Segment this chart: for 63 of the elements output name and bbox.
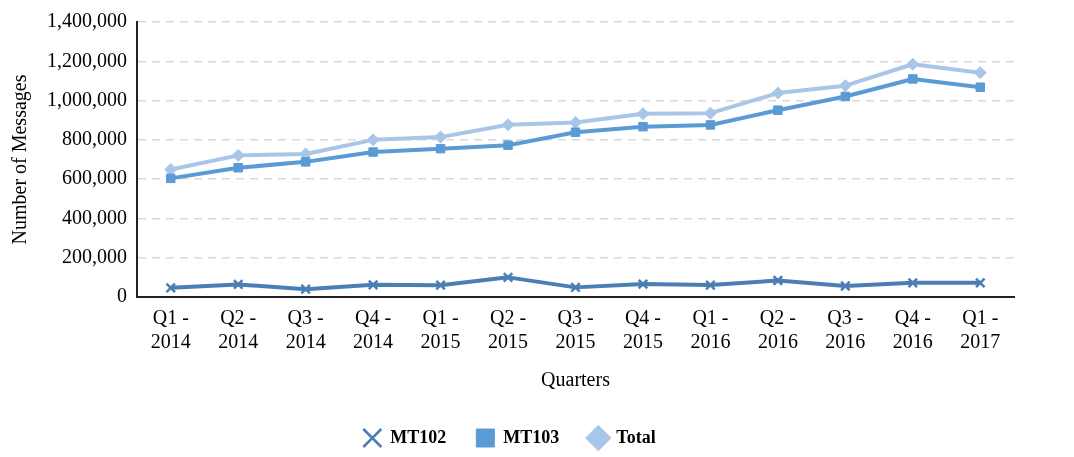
y-axis-title: Number of Messages — [8, 74, 32, 245]
x-tick-label: Q1 - 2015 — [420, 306, 461, 353]
y-tick-label: 0 — [117, 284, 127, 307]
point — [773, 105, 783, 115]
x-tick-label: Q3 - 2015 — [555, 306, 596, 353]
point — [907, 277, 919, 289]
legend-label: Total — [616, 426, 656, 447]
point — [705, 120, 716, 130]
point — [300, 157, 311, 167]
x-tick-label: Q1 - 2014 — [150, 306, 191, 353]
x-tick-label: Q1 - 2017 — [960, 306, 1001, 353]
point — [569, 116, 582, 130]
point — [503, 140, 513, 150]
point — [908, 74, 918, 84]
point — [975, 82, 986, 92]
point — [703, 106, 717, 120]
point — [636, 107, 650, 121]
x-tick-label: Q2 - 2016 — [757, 306, 798, 353]
x-axis-title: Quarters — [541, 368, 611, 391]
point — [570, 281, 581, 293]
legend-label: MT102 — [390, 426, 447, 447]
point — [570, 127, 581, 137]
point — [165, 282, 177, 294]
legend-label: MT103 — [503, 426, 560, 447]
point — [502, 271, 514, 283]
point — [838, 79, 852, 93]
point — [638, 121, 648, 132]
point — [165, 173, 176, 184]
point — [232, 278, 244, 290]
point — [637, 278, 649, 290]
x-tick-label: Q3 - 2014 — [285, 306, 326, 353]
x-tick-label: Q4 - 2014 — [353, 306, 394, 353]
point — [435, 279, 447, 291]
point — [906, 57, 920, 71]
point — [367, 279, 379, 291]
x-tick-label: Q2 - 2014 — [218, 306, 259, 353]
point — [974, 277, 986, 289]
y-tick-label: 200,000 — [62, 244, 127, 267]
y-tick-label: 800,000 — [62, 127, 127, 150]
point — [435, 143, 446, 154]
x-tick-label: Q3 - 2016 — [825, 306, 866, 353]
point — [368, 147, 378, 157]
point — [772, 275, 784, 286]
point — [233, 163, 243, 173]
point — [501, 118, 515, 132]
point — [704, 279, 716, 291]
x-tick-label: Q4 - 2016 — [892, 306, 933, 353]
point — [839, 280, 851, 292]
y-tick-label: 1,200,000 — [47, 48, 127, 71]
point — [231, 148, 245, 162]
y-tick-label: 1,400,000 — [47, 9, 127, 32]
point — [300, 283, 312, 295]
point — [840, 91, 851, 102]
y-tick-label: 1,000,000 — [47, 87, 127, 110]
point — [771, 86, 785, 100]
point — [366, 133, 380, 147]
point — [434, 130, 448, 144]
x-tick-label: Q2 - 2015 — [488, 306, 529, 353]
y-tick-label: 600,000 — [62, 166, 127, 189]
x-tick-label: Q4 - 2015 — [622, 306, 663, 353]
y-tick-label: 400,000 — [62, 205, 127, 228]
point — [973, 66, 987, 80]
x-tick-label: Q1 - 2016 — [690, 306, 731, 353]
